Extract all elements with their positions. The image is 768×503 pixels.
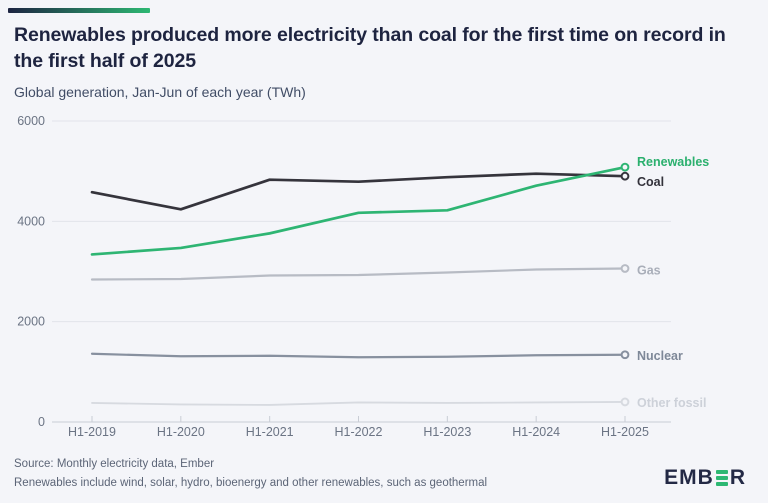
x-tick-label: H1-2020 (157, 425, 205, 439)
series-label-renewables: Renewables (637, 155, 709, 169)
series-endpoint-renewables (620, 162, 630, 172)
chart-header: Renewables produced more electricity tha… (14, 22, 752, 101)
chart-title: Renewables produced more electricity tha… (14, 24, 726, 72)
x-tick-label: H1-2025 (601, 425, 649, 439)
series-endpoint-gas (620, 264, 630, 273)
x-tick-label: H1-2022 (335, 425, 383, 439)
logo-text-prefix: EMB (664, 466, 714, 489)
brand-accent-bar (8, 8, 150, 13)
x-tick-label: H1-2024 (512, 425, 560, 439)
chart-subtitle: Global generation, Jan-Jun of each year … (14, 84, 306, 100)
series-line-nuclear (90, 352, 627, 359)
y-tick-label: 0 (38, 415, 45, 429)
logo-green-e-icon (715, 470, 728, 487)
series-label-gas: Gas (637, 263, 661, 277)
series-label-coal: Coal (637, 175, 664, 189)
x-tick-label: H1-2023 (423, 425, 471, 439)
x-tick-label: H1-2019 (68, 425, 116, 439)
chart-footer: Source: Monthly electricity data, Ember … (14, 455, 487, 493)
series-line-coal (90, 172, 627, 211)
y-tick-label: 2000 (17, 315, 45, 329)
series-line-gas (90, 267, 627, 281)
series-label-other-fossil: Other fossil (637, 396, 706, 410)
series-line-renewables (90, 165, 627, 256)
y-tick-label: 4000 (17, 214, 45, 228)
series-endpoint-coal (620, 171, 630, 181)
footnote-text: Renewables include wind, solar, hydro, b… (14, 477, 488, 489)
series-endpoint-other-fossil (620, 397, 630, 407)
x-tick-label: H1-2021 (246, 425, 294, 439)
source-text: Source: Monthly electricity data, Ember (14, 458, 215, 470)
series-label-nuclear: Nuclear (637, 349, 683, 363)
ember-logo: EMB R (664, 466, 746, 490)
logo-text-suffix: R (729, 466, 746, 489)
y-tick-label: 6000 (17, 114, 45, 128)
series-line-other-fossil (91, 401, 626, 406)
series-endpoint-nuclear (620, 350, 630, 360)
